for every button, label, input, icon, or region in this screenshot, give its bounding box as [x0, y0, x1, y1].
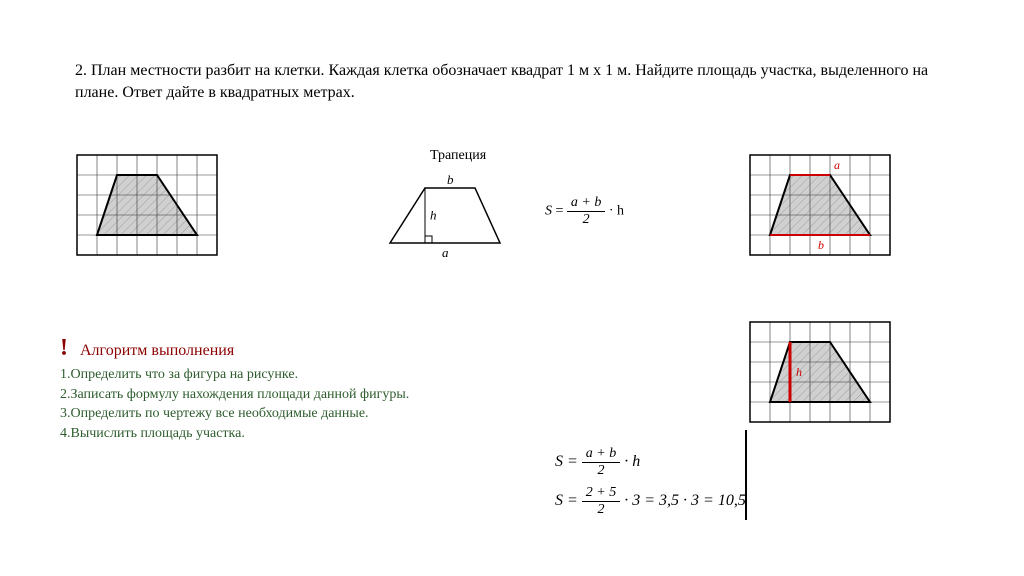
- problem-statement: 2. План местности разбит на клетки. Кажд…: [75, 60, 975, 103]
- algorithm-header-text: Алгоритм выполнения: [80, 342, 234, 359]
- svg-text:b: b: [447, 172, 454, 187]
- formula-denominator: 2: [567, 212, 605, 228]
- calc1-num: a + b: [582, 446, 620, 463]
- svg-text:b: b: [818, 238, 824, 252]
- calc2-lhs: S: [555, 492, 563, 509]
- grid-figure-1: [75, 153, 219, 257]
- calc1-den: 2: [582, 463, 620, 479]
- algo-step-4: 4.Вычислить площадь участка.: [60, 424, 409, 444]
- algorithm-steps: 1.Определить что за фигура на рисунке. 2…: [60, 365, 409, 443]
- grid-figure-2: ab: [748, 153, 892, 257]
- calc1-lhs: S: [555, 453, 563, 470]
- calc2-num: 2 + 5: [582, 485, 620, 502]
- grid-figure-3: h: [748, 320, 892, 424]
- calc2-mid: · 3 = 3,5 · 3 = 10,5: [624, 492, 746, 509]
- svg-text:h: h: [430, 208, 437, 223]
- svg-text:a: a: [442, 245, 449, 260]
- formula-numerator: a + b: [567, 195, 605, 212]
- algo-step-2: 2.Записать формулу нахождения площади да…: [60, 385, 409, 405]
- svg-text:a: a: [834, 158, 840, 172]
- trapezoid-diagram: b a h: [370, 168, 520, 263]
- algo-step-3: 3.Определить по чертежу все необходимые …: [60, 404, 409, 424]
- calc2-den: 2: [582, 502, 620, 518]
- calc-vertical-bar: [745, 430, 747, 520]
- svg-text:h: h: [796, 365, 802, 379]
- formula-lhs: S: [545, 204, 552, 219]
- area-formula: S = a + b 2 · h: [545, 195, 624, 228]
- exclamation-icon: !: [60, 335, 68, 361]
- formula-tail: · h: [609, 204, 624, 219]
- algo-step-1: 1.Определить что за фигура на рисунке.: [60, 365, 409, 385]
- trapezoid-title: Трапеция: [430, 148, 486, 164]
- calc1-tail: · h: [624, 453, 640, 470]
- algorithm-heading: ! Алгоритм выполнения: [60, 335, 234, 362]
- calculation-block: S = a + b 2 · h S = 2 + 5 2 · 3 = 3,5 · …: [555, 440, 746, 524]
